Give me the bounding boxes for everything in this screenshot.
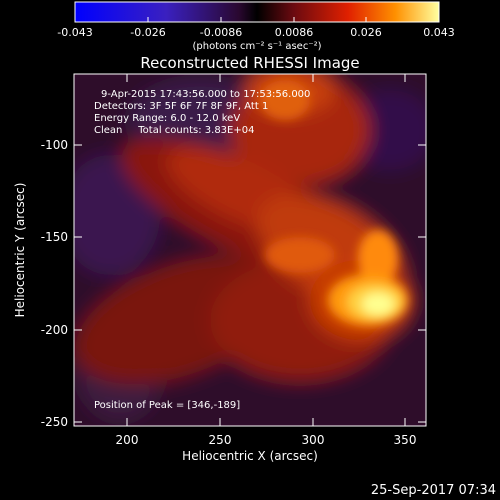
colorbar-tick-2: -0.0086 bbox=[200, 26, 242, 39]
info-energy: Energy Range: 6.0 - 12.0 keV bbox=[94, 113, 240, 124]
plot-frame bbox=[73, 73, 427, 427]
render-timestamp: 25-Sep-2017 07:34 bbox=[371, 483, 496, 498]
colorbar-tick-1: -0.026 bbox=[130, 26, 165, 39]
colorbar-tick-4: 0.026 bbox=[350, 26, 382, 39]
x-tick-label: 200 bbox=[116, 433, 139, 447]
x-axis-ticks bbox=[126, 74, 406, 426]
colorbar-tick-3: 0.0086 bbox=[275, 26, 314, 39]
y-tick-label: -250 bbox=[41, 415, 68, 429]
info-detectors: Detectors: 3F 5F 6F 7F 8F 9F, Att 1 bbox=[94, 101, 268, 112]
solar-image bbox=[74, 74, 426, 426]
x-tick-label: 250 bbox=[209, 433, 232, 447]
info-peak: Position of Peak = [346,-189] bbox=[94, 400, 240, 411]
y-tick-label: -200 bbox=[41, 323, 68, 337]
x-tick-label: 350 bbox=[394, 433, 417, 447]
y-axis-label: Heliocentric Y (arcsec) bbox=[13, 183, 27, 318]
y-tick-label: -150 bbox=[41, 230, 68, 244]
x-axis-label: Heliocentric X (arcsec) bbox=[182, 449, 318, 463]
plot-title: Reconstructed RHESSI Image bbox=[140, 54, 359, 72]
info-time: 9-Apr-2015 17:43:56.000 to 17:53:56.000 bbox=[101, 89, 310, 100]
info-clean: Clean Total counts: 3.83E+04 bbox=[94, 125, 254, 136]
colorbar-tick-0: -0.043 bbox=[57, 26, 92, 39]
colorbar-unit-label: (photons cm⁻² s⁻¹ asec⁻²) bbox=[192, 41, 321, 52]
y-axis-ticks bbox=[74, 144, 426, 423]
colorbar-ticks bbox=[74, 17, 440, 22]
x-tick-label: 300 bbox=[302, 433, 325, 447]
colorbar-tick-5: 0.043 bbox=[423, 26, 455, 39]
colorbar bbox=[74, 1, 440, 23]
y-tick-label: -100 bbox=[41, 138, 68, 152]
